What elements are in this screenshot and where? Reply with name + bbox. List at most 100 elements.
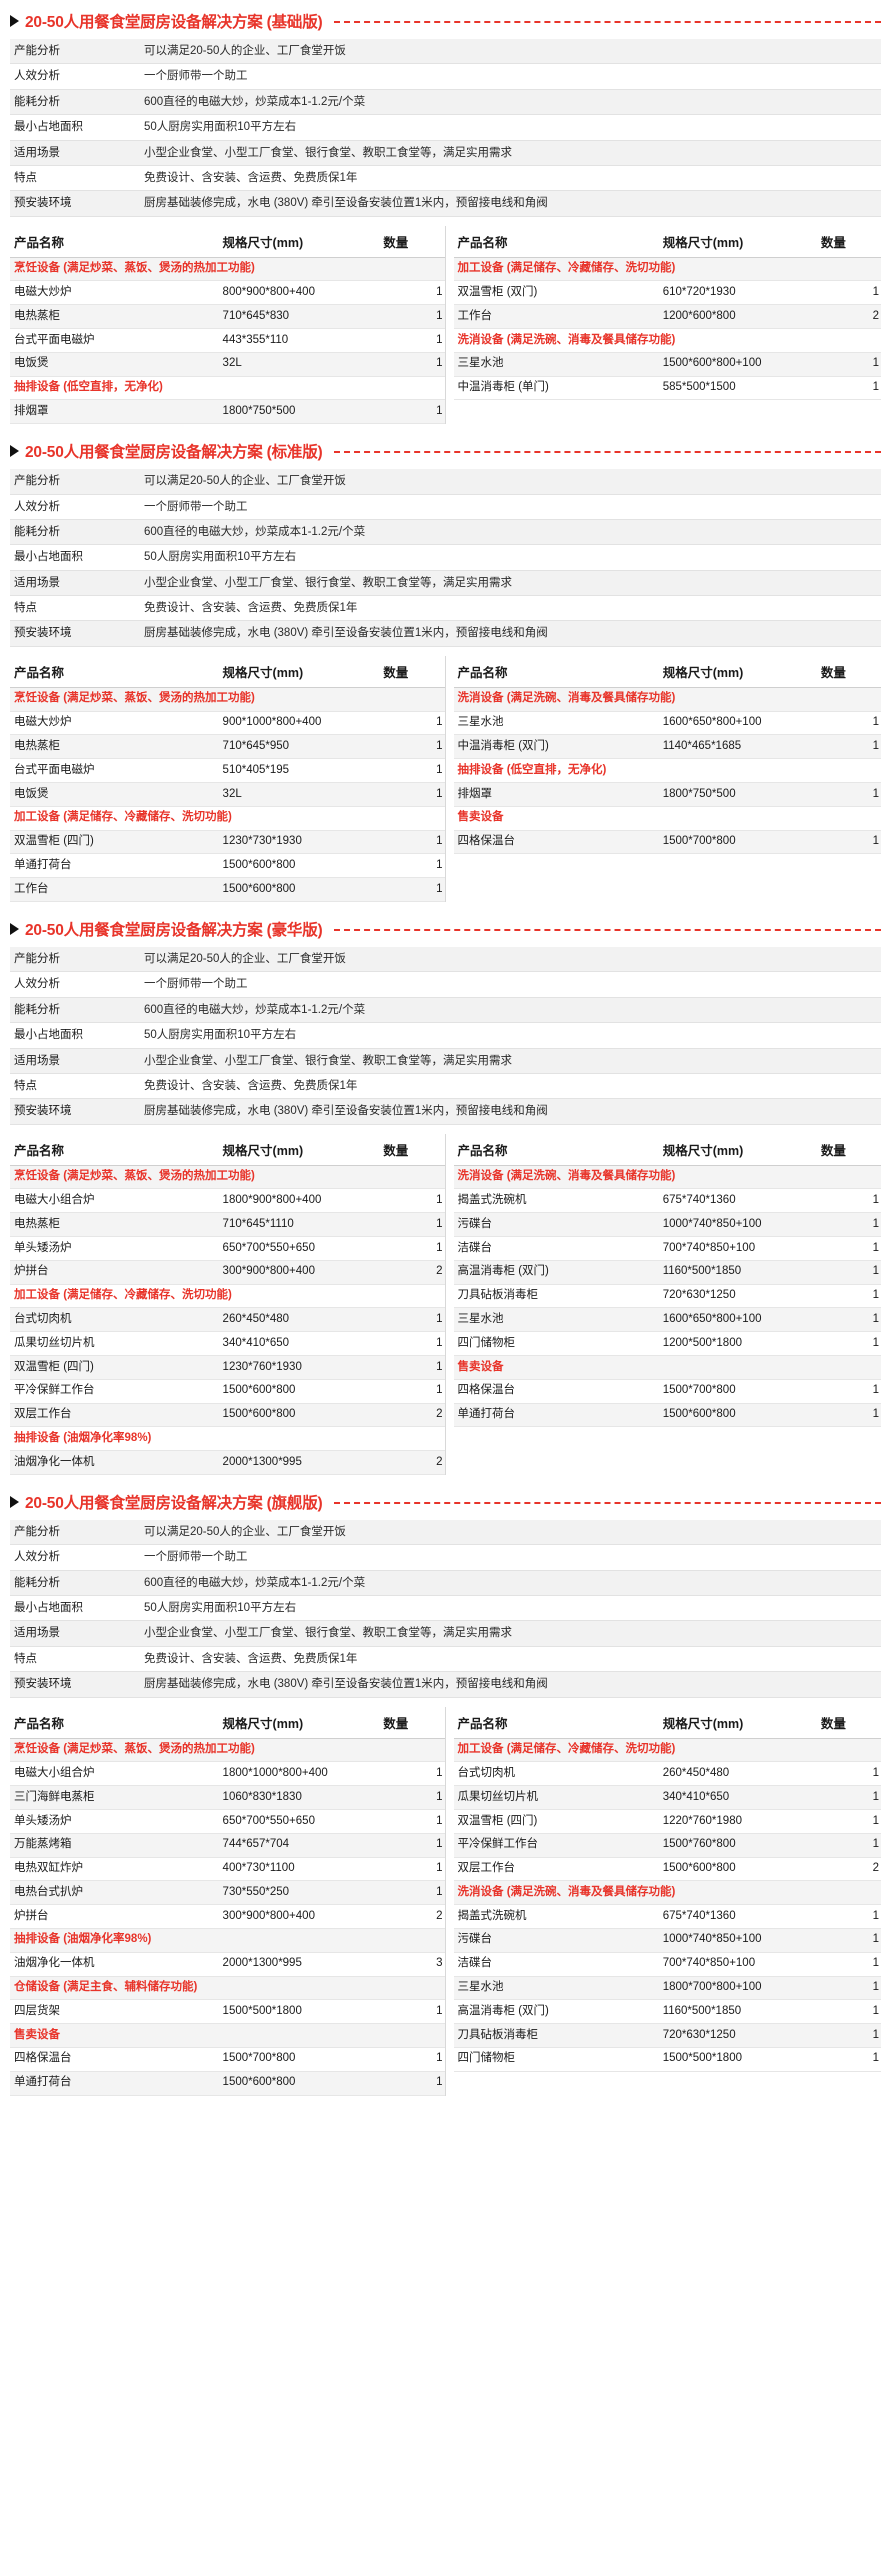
product-table-right: 产品名称 规格尺寸(mm) 数量 加工设备 (满足储存、冷藏储存、洗切功能) 双温雪柜 …: [453, 225, 881, 401]
product-tables: 产品名称 规格尺寸(mm) 数量 烹饪设备 (满足炒菜、蒸饭、煲汤的热加工功能) 电磁大…: [10, 1133, 881, 1475]
spec-label: 特点: [14, 1079, 37, 1092]
spec-value: 50人厨房实用面积10平方左右: [144, 1029, 297, 1042]
spec-label: 产能分析: [14, 475, 60, 488]
spec-row: 产能分析 可以满足20-50人的企业、工厂食堂开饭: [10, 1519, 881, 1545]
col-header-quantity: 数量: [816, 655, 881, 688]
spec-row: 能耗分析 600直径的电磁大炒，炒菜成本1-1.2元/个菜: [10, 519, 881, 545]
section-header: 20-50人用餐食堂厨房设备解决方案 (标准版): [10, 430, 881, 469]
product-name: 电热蒸柜: [10, 1212, 219, 1238]
spec-row: 能耗分析 600直径的电磁大炒，炒菜成本1-1.2元/个菜: [10, 89, 881, 115]
product-name: 电热蒸柜: [10, 734, 219, 760]
table-row: 四门储物柜 1200*500*1800 1: [453, 1331, 881, 1356]
product-name: 高温消毒柜 (双门): [453, 1260, 659, 1285]
category-label: 洗消设备 (满足洗碗、消毒及餐具储存功能): [453, 1165, 881, 1190]
spec-label: 产能分析: [14, 45, 60, 57]
product-qty: 1: [816, 1260, 881, 1285]
product-qty: 1: [379, 1857, 445, 1882]
product-spec: 900*1000*800+400: [218, 711, 380, 736]
table-row: 洁碟台 700*740*850+100 1: [453, 1952, 881, 1977]
triangle-bullet-icon: [10, 1495, 19, 1508]
category-row: 加工设备 (满足储存、冷藏储存、洗切功能): [453, 257, 881, 282]
table-row: 中温消毒柜 (双门) 1140*465*1685 1: [453, 734, 881, 760]
product-name: 四格保温台: [453, 1379, 659, 1404]
category-row: 售卖设备: [10, 2023, 445, 2048]
product-table-right: 产品名称 规格尺寸(mm) 数量 洗消设备 (满足洗碗、消毒及餐具储存功能) 三星水池 1…: [453, 655, 881, 855]
spec-row: 能耗分析 600直径的电磁大炒，炒菜成本1-1.2元/个菜: [10, 997, 881, 1023]
product-name: 三星水池: [453, 1307, 659, 1333]
spec-label: 能耗分析: [14, 1003, 60, 1016]
table-row: 四格保温台 1500*700*800 1: [453, 1379, 881, 1404]
product-spec: 1500*700*800: [658, 1379, 817, 1404]
product-column-left: 产品名称 规格尺寸(mm) 数量 烹饪设备 (满足炒菜、蒸饭、煲汤的热加工功能) 电磁大…: [10, 655, 446, 902]
product-name: 平冷保鲜工作台: [10, 1379, 219, 1404]
product-name: 中温消毒柜 (双门): [453, 734, 659, 760]
table-row: 双温雪柜 (双门) 610*720*1930 1: [453, 280, 881, 306]
category-label: 加工设备 (满足储存、冷藏储存、洗切功能): [10, 1284, 445, 1309]
table-row: 炉拼台 300*900*800+400 2: [10, 1904, 445, 1929]
product-spec: 1600*650*800+100: [658, 1307, 817, 1333]
table-row: 平冷保鲜工作台 1500*600*800 1: [10, 1379, 445, 1404]
product-qty: 1: [816, 2023, 881, 2048]
product-qty: 1: [379, 711, 445, 736]
category-row: 烹饪设备 (满足炒菜、蒸饭、煲汤的热加工功能): [10, 257, 445, 282]
spec-row: 产能分析 可以满足20-50人的企业、工厂食堂开饭: [10, 947, 881, 972]
section-title: 20-50人用餐食堂厨房设备解决方案 (旗舰版): [25, 1494, 323, 1512]
product-name: 电饭煲: [10, 352, 219, 377]
product-qty: 1: [816, 280, 881, 306]
product-qty: 1: [816, 1761, 881, 1787]
product-qty: 1: [379, 1785, 445, 1810]
product-name: 污碟台: [453, 1928, 659, 1953]
product-column-left: 产品名称 规格尺寸(mm) 数量 烹饪设备 (满足炒菜、蒸饭、煲汤的热加工功能) 电磁大…: [10, 1706, 446, 2096]
product-spec: 1230*730*1930: [218, 830, 380, 855]
table-row: 电热双缸炸炉 400*730*1100 1: [10, 1857, 445, 1882]
product-name: 电热双缸炸炉: [10, 1857, 219, 1882]
product-name: 双温雪柜 (四门): [453, 1809, 659, 1834]
product-spec: 1800*1000*800+400: [218, 1761, 380, 1787]
product-qty: 1: [816, 1976, 881, 2001]
spec-value: 50人厨房实用面积10平方左右: [144, 551, 297, 564]
spec-value: 免费设计、含安装、含运费、免费质保1年: [144, 602, 358, 615]
category-label: 加工设备 (满足储存、冷藏储存、洗切功能): [10, 806, 445, 831]
product-name: 四格保温台: [453, 830, 659, 855]
table-row: 双层工作台 1500*600*800 2: [453, 1857, 881, 1882]
spec-value: 600直径的电磁大炒，炒菜成本1-1.2元/个菜: [144, 525, 366, 538]
table-row: 污碟台 1000*740*850+100 1: [453, 1928, 881, 1953]
category-label: 抽排设备 (油烟净化率98%): [10, 1426, 445, 1452]
spec-value: 可以满足20-50人的企业、工厂食堂开饭: [144, 953, 346, 965]
col-header-spec-size: 规格尺寸(mm): [218, 655, 380, 688]
spec-label: 产能分析: [14, 1525, 60, 1538]
spec-label: 人效分析: [14, 500, 60, 513]
product-name: 炉拼台: [10, 1904, 219, 1929]
product-qty: 1: [379, 1379, 445, 1404]
product-spec: 300*900*800+400: [218, 1260, 380, 1285]
triangle-bullet-icon: [10, 15, 19, 27]
product-name: 电磁大小组合炉: [10, 1188, 219, 1214]
spec-value: 小型企业食堂、小型工厂食堂、银行食堂、教职工食堂等，满足实用需求: [144, 1627, 512, 1640]
table-row: 台式平面电磁炉 510*405*195 1: [10, 758, 445, 784]
section-header: 20-50人用餐食堂厨房设备解决方案 (基础版): [10, 0, 881, 39]
category-row: 烹饪设备 (满足炒菜、蒸饭、煲汤的热加工功能): [10, 687, 445, 712]
table-row: 台式切肉机 260*450*480 1: [10, 1307, 445, 1333]
product-spec: 1200*500*1800: [658, 1331, 817, 1356]
product-spec: 1200*600*800: [658, 304, 817, 330]
table-row: 电热蒸柜 710*645*1110 1: [10, 1212, 445, 1238]
product-spec: 675*740*1360: [658, 1188, 817, 1214]
col-header-spec-size: 规格尺寸(mm): [658, 1706, 817, 1739]
table-row: 洁碟台 700*740*850+100 1: [453, 1236, 881, 1261]
category-label: 加工设备 (满足储存、冷藏储存、洗切功能): [453, 257, 881, 282]
spec-label: 适用场景: [14, 1054, 60, 1067]
category-label: 加工设备 (满足储存、冷藏储存、洗切功能): [453, 1738, 881, 1763]
col-header-product-name: 产品名称: [453, 1133, 659, 1166]
section-spacer: [10, 2096, 881, 2102]
spec-label: 能耗分析: [14, 95, 60, 108]
spec-label: 产能分析: [14, 953, 60, 965]
table-row: 台式切肉机 260*450*480 1: [453, 1761, 881, 1787]
product-qty: 1: [379, 1761, 445, 1787]
spec-label: 人效分析: [14, 70, 60, 83]
product-spec: 1220*760*1980: [658, 1809, 817, 1834]
col-header-product-name: 产品名称: [453, 225, 659, 258]
product-name: 台式平面电磁炉: [10, 758, 219, 784]
category-row: 加工设备 (满足储存、冷藏储存、洗切功能): [10, 806, 445, 831]
product-spec: 730*550*250: [218, 1880, 380, 1906]
product-name: 三星水池: [453, 711, 659, 736]
